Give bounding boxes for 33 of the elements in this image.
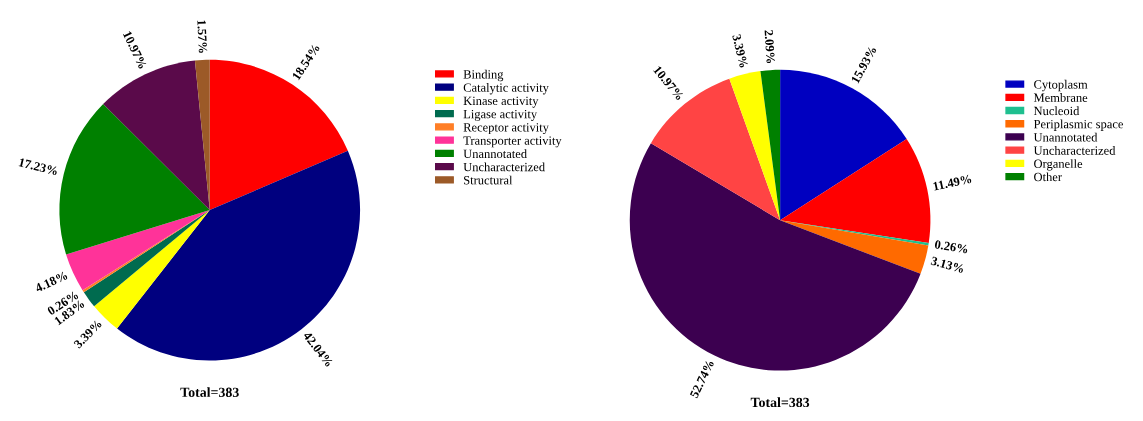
legend-label: Ligase activity: [463, 109, 538, 121]
data-label: 1.57%: [197, 20, 208, 53]
legend-label: Unannotated: [1033, 132, 1098, 142]
text: Total=383: [180, 387, 239, 397]
legend-label: Cytoplasm: [1034, 79, 1088, 92]
data-label: 0.26%: [934, 239, 969, 254]
legend-label: Nucleoid: [1033, 106, 1080, 116]
legend-label: Catalytic activity: [463, 83, 549, 95]
data-label: 3.39%: [732, 34, 749, 68]
legend-label: Organelle: [1034, 159, 1083, 171]
legend-label: Periplasmic space: [1033, 119, 1124, 131]
legend-label: Binding: [463, 69, 504, 82]
pie-slice: [83, 210, 210, 307]
pie-slice: [780, 220, 929, 274]
data-label: 3.13%: [930, 256, 965, 274]
legend-label: Kinase activity: [463, 96, 539, 108]
legend-label: Other: [1034, 172, 1062, 182]
pie-slice: [729, 71, 781, 221]
legend-label: Structural: [464, 175, 513, 185]
legend-label: Transporter activity: [463, 136, 562, 148]
legend-label: Unannotated: [463, 149, 527, 159]
data-label: 2.09%: [764, 30, 776, 64]
data-label: 4.18%: [34, 271, 68, 293]
data-label: 11.49%: [932, 174, 972, 191]
data-label: 17.23%: [18, 158, 59, 176]
pie-slice: [59, 104, 210, 255]
legend-label: Uncharacterized: [463, 162, 545, 172]
pie-slice: [780, 139, 931, 243]
text: Total=383: [750, 397, 810, 408]
legend-label: Membrane: [1033, 93, 1088, 102]
legend-label: Receptor activity: [463, 123, 549, 135]
pie-slice: [194, 59, 210, 211]
legend-label: Uncharacterized: [1033, 145, 1116, 155]
